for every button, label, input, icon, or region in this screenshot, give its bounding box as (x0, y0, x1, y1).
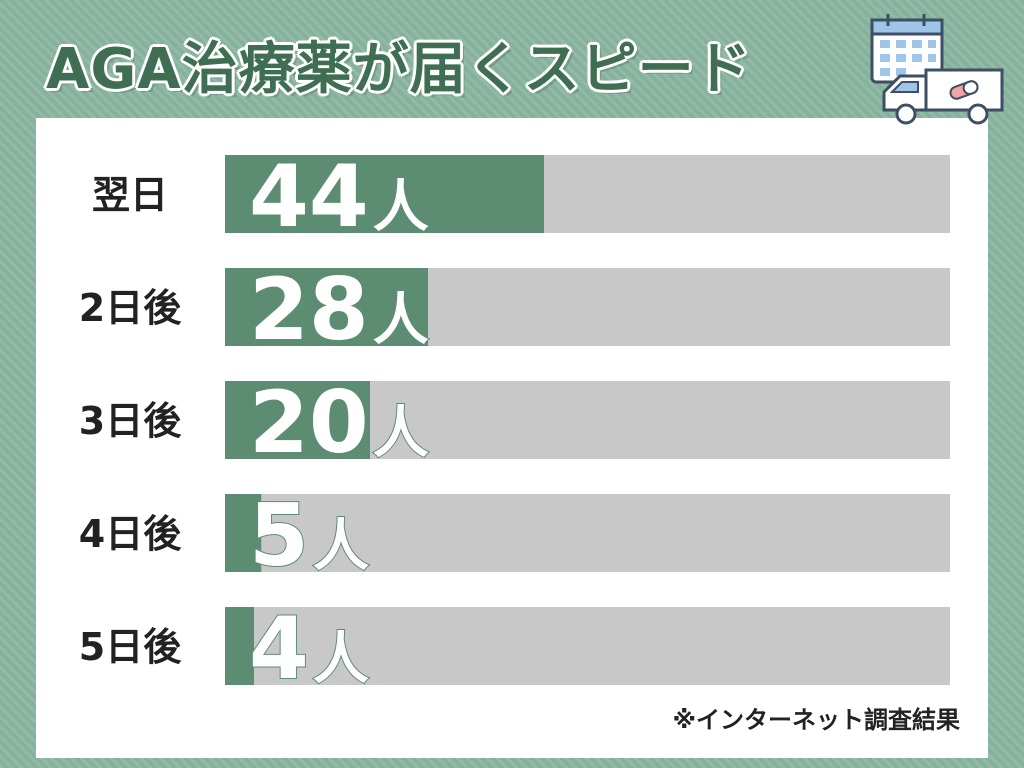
source-note: ※インターネット調査結果 (672, 706, 960, 734)
delivery-truck-icon (882, 68, 1004, 125)
bar-track (225, 494, 950, 572)
data-label: 28人 (249, 260, 429, 360)
bar (225, 268, 428, 346)
data-label: 5人 (249, 486, 369, 586)
bar (225, 494, 262, 572)
page-title: AGA治療薬が届くスピード (46, 37, 752, 102)
data-label: 20人 (249, 373, 429, 473)
bar (225, 155, 544, 233)
pill-icon (949, 80, 979, 100)
calendar-icon (870, 14, 944, 84)
delivery-illustration (870, 14, 1004, 125)
category-label: 3日後 (79, 399, 182, 443)
bar (225, 381, 370, 459)
bar (225, 607, 254, 685)
category-label: 2日後 (79, 286, 182, 330)
data-label: 44人 (249, 147, 429, 247)
category-label: 翌日 (92, 173, 168, 217)
data-label: 4人 (249, 599, 369, 699)
bar-track (225, 607, 950, 685)
category-label: 4日後 (79, 512, 182, 556)
category-label: 5日後 (79, 625, 182, 669)
